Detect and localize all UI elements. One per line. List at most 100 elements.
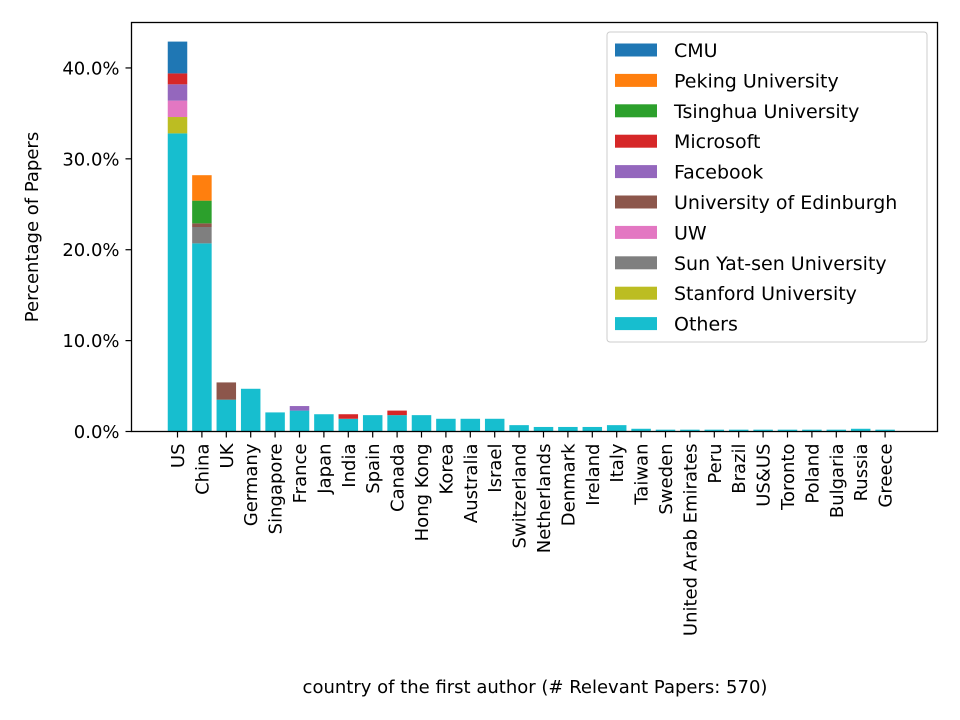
bar-australia-others [460, 418, 481, 432]
x-tick-label-india: India [339, 444, 360, 488]
bar-china-peking-university [192, 175, 212, 201]
bar-japan-others [314, 414, 334, 432]
bar-us-uw [167, 100, 188, 118]
bar-china-sun-yat-sen-university [192, 227, 212, 244]
x-axis: US China UK Germany Singapore France Japan Indi… [168, 431, 897, 637]
x-tick-label-uk: UK [217, 442, 238, 468]
x-tick-label-france: France [290, 444, 311, 504]
x-tick-label-japan: Japan [314, 444, 335, 495]
legend-label-peking-university: Peking University [674, 70, 839, 92]
legend-label-university-of-edinburgh: University of Edinburgh [674, 192, 897, 214]
x-tick-label-netherlands: Netherlands [534, 444, 555, 554]
x-tick-label-singapore: Singapore [266, 444, 287, 535]
bar-bulgaria-others [826, 429, 847, 432]
y-tick-label: 20.0% [62, 240, 119, 261]
legend-label-microsoft: Microsoft [674, 131, 760, 153]
x-tick-label-us: US [168, 444, 189, 469]
bar-us-facebook [167, 84, 188, 101]
bar-switzerland-others [509, 425, 529, 432]
x-tick-label-bulgaria: Bulgaria [827, 444, 848, 519]
bar-germany-others [240, 388, 261, 432]
x-tick-label-china: China [192, 444, 213, 495]
bar-us-us-others [753, 429, 773, 432]
x-tick-label-spain: Spain [363, 444, 384, 494]
bar-netherlands-others [533, 426, 554, 432]
legend-label-stanford-university: Stanford University [674, 283, 857, 305]
bar-us-others [167, 133, 188, 432]
x-tick-label-australia: Australia [461, 444, 482, 524]
bar-spain-others [362, 415, 383, 432]
y-tick-label: 0.0% [74, 422, 120, 443]
x-tick-label-toronto: Toronto [778, 444, 799, 511]
legend-swatch-university-of-edinburgh [615, 195, 657, 209]
legend-swatch-cmu [615, 43, 657, 57]
x-axis-title: country of the first author (# Relevant … [303, 677, 768, 698]
bar-italy-others [606, 425, 627, 432]
y-axis: 0.0% 10.0% 20.0% 30.0% 40.0% [62, 58, 132, 443]
bar-toronto-others [777, 429, 798, 432]
x-tick-label-denmark: Denmark [558, 443, 579, 526]
bar-canada-microsoft [387, 410, 407, 416]
x-tick-label-germany: Germany [241, 443, 262, 526]
legend-swatch-tsinghua-university [615, 104, 657, 118]
bar-uk-university-of-edinburgh [216, 382, 237, 400]
x-tick-label-korea: Korea [436, 444, 457, 495]
bar-canada-others [387, 415, 407, 432]
x-tick-label-taiwan: Taiwan [632, 444, 653, 506]
legend-frame [606, 31, 928, 343]
x-tick-label-switzerland: Switzerland [510, 444, 531, 549]
plot-frame [130, 21, 939, 433]
bar-china-tsinghua-university [192, 200, 212, 224]
y-tick-label: 30.0% [62, 149, 119, 170]
legend-swatch-sun-yat-sen-university [615, 256, 657, 270]
x-tick-label-poland: Poland [802, 444, 823, 504]
bar-france-others [289, 410, 310, 432]
bar-korea-others [436, 418, 456, 432]
bar-us-cmu [167, 41, 188, 74]
legend-swatch-peking-university [615, 73, 657, 87]
legend-swatch-others [615, 317, 657, 331]
bar-poland-others [802, 429, 822, 432]
bar-greece-others [875, 429, 895, 432]
bars-layer [167, 41, 895, 432]
legend-label-cmu: CMU [674, 40, 718, 62]
legend-swatch-uw [615, 225, 657, 239]
legend-swatch-microsoft [615, 134, 657, 148]
legend-swatch-facebook [615, 165, 657, 179]
bar-uk-others [216, 399, 237, 432]
x-tick-label-peru: Peru [705, 444, 726, 484]
x-tick-label-italy: Italy [607, 443, 628, 482]
bar-united-arab-emirates-others [680, 429, 700, 432]
bar-israel-others [484, 418, 505, 432]
bar-russia-others [850, 428, 871, 432]
x-tick-label-ireland: Ireland [583, 444, 604, 506]
bar-taiwan-others [631, 428, 651, 432]
legend: CMU Peking University Tsinghua University M… [606, 31, 928, 343]
x-tick-label-sweden: Sweden [656, 444, 677, 515]
x-tick-label-russia: Russia [851, 444, 872, 502]
x-tick-label-canada: Canada [388, 444, 409, 513]
bar-sweden-others [655, 429, 676, 432]
x-tick-label-united-arab-emirates: United Arab Emirates [680, 444, 701, 637]
bar-china-university-of-edinburgh [192, 223, 212, 227]
bar-singapore-others [265, 412, 285, 432]
bar-india-microsoft [338, 414, 359, 419]
x-tick-label-us-us: US&US [754, 444, 775, 507]
bar-us-microsoft [167, 73, 188, 85]
y-axis-title: Percentage of Papers [22, 132, 43, 322]
bar-denmark-others [558, 426, 578, 432]
bar-ireland-others [582, 426, 603, 432]
x-tick-label-greece: Greece [876, 444, 897, 508]
legend-swatch-stanford-university [615, 286, 657, 300]
legend-label-others: Others [674, 314, 738, 336]
x-tick-label-brazil: Brazil [729, 444, 750, 494]
legend-label-tsinghua-university: Tsinghua University [673, 101, 859, 123]
bar-us-stanford-university [167, 117, 188, 134]
bar-india-others [338, 418, 359, 432]
bar-hong-kong-others [411, 415, 432, 432]
legend-label-sun-yat-sen-university: Sun Yat-sen University [674, 253, 887, 275]
y-tick-label: 40.0% [62, 58, 119, 79]
x-tick-label-hong-kong: Hong Kong [412, 444, 433, 542]
x-tick-label-israel: Israel [485, 444, 506, 493]
